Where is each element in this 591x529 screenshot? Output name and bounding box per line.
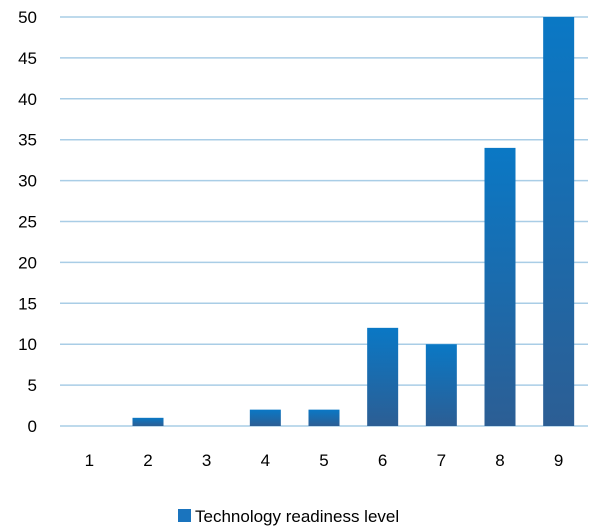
bar-6 <box>367 327 399 426</box>
x-axis-ticks: 1 2 3 4 5 6 7 8 9 <box>85 451 564 470</box>
gridlines <box>60 16 588 427</box>
x-tick-label: 5 <box>319 451 328 470</box>
y-tick-label: 0 <box>28 417 37 436</box>
bar-4 <box>249 409 281 426</box>
y-tick-label: 25 <box>18 213 37 232</box>
y-tick-label: 35 <box>18 131 37 150</box>
y-tick-label: 20 <box>18 253 37 272</box>
y-tick-label: 10 <box>18 335 37 354</box>
legend-swatch <box>178 509 191 522</box>
x-tick-label: 7 <box>437 451 446 470</box>
bar-7 <box>425 344 457 426</box>
x-tick-label: 4 <box>261 451 270 470</box>
legend: Technology readiness level <box>178 507 399 526</box>
y-tick-label: 30 <box>18 172 37 191</box>
x-tick-label: 3 <box>202 451 211 470</box>
x-tick-label: 2 <box>143 451 152 470</box>
bar-2 <box>132 417 164 426</box>
y-axis-ticks: 0 5 10 15 20 25 30 35 40 45 50 <box>18 8 37 436</box>
x-tick-label: 6 <box>378 451 387 470</box>
legend-label: Technology readiness level <box>195 507 399 526</box>
y-tick-label: 40 <box>18 90 37 109</box>
y-tick-label: 50 <box>18 8 37 27</box>
bar-5 <box>308 409 340 426</box>
y-tick-label: 5 <box>28 376 37 395</box>
y-tick-label: 15 <box>18 294 37 313</box>
x-tick-label: 8 <box>495 451 504 470</box>
bars <box>132 17 575 426</box>
y-tick-label: 45 <box>18 49 37 68</box>
x-tick-label: 1 <box>85 451 94 470</box>
bar-9 <box>543 17 575 426</box>
x-tick-label: 9 <box>554 451 563 470</box>
bar-8 <box>484 147 516 426</box>
